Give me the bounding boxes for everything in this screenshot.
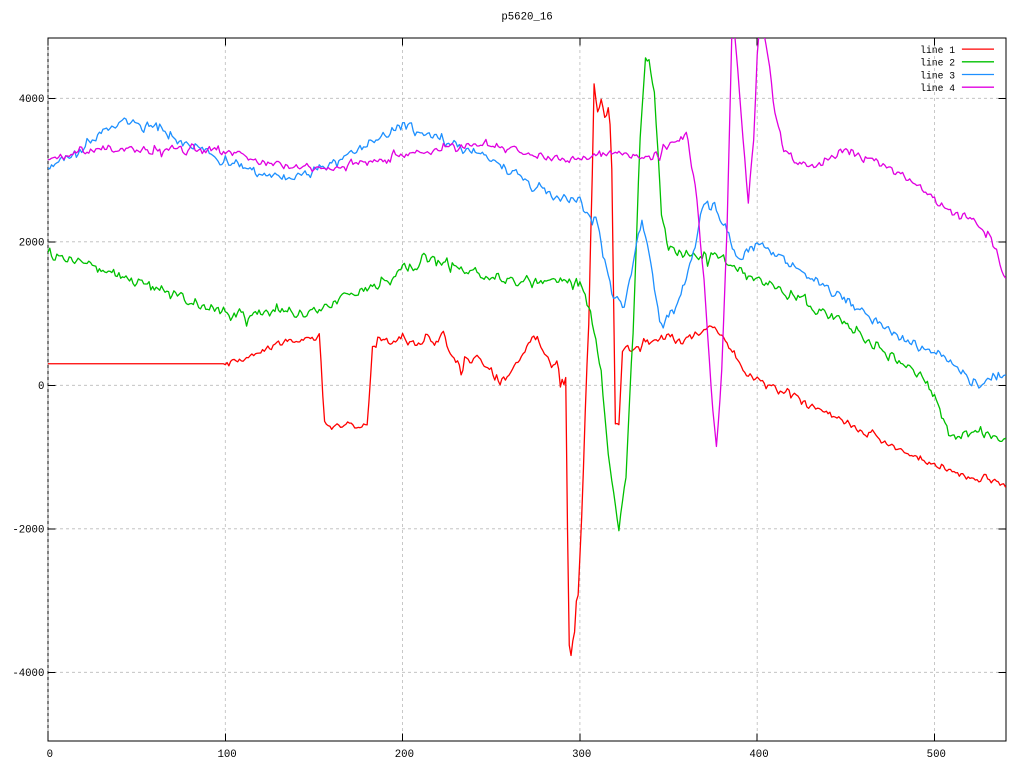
svg-text:100: 100 — [217, 749, 236, 761]
svg-text:line 3: line 3 — [920, 70, 955, 81]
svg-text:p5620_16: p5620_16 — [501, 12, 552, 24]
svg-text:line 2: line 2 — [920, 58, 955, 69]
svg-text:500: 500 — [927, 749, 946, 761]
svg-text:400: 400 — [749, 749, 768, 761]
svg-text:4000: 4000 — [19, 94, 45, 106]
svg-text:-2000: -2000 — [12, 524, 44, 536]
svg-text:300: 300 — [572, 749, 591, 761]
svg-text:line 1: line 1 — [920, 45, 955, 56]
svg-text:line 4: line 4 — [920, 83, 955, 94]
svg-text:2000: 2000 — [19, 237, 45, 249]
svg-text:0: 0 — [38, 381, 44, 393]
svg-text:0: 0 — [47, 749, 53, 761]
svg-text:200: 200 — [395, 749, 414, 761]
svg-text:-4000: -4000 — [12, 668, 44, 680]
